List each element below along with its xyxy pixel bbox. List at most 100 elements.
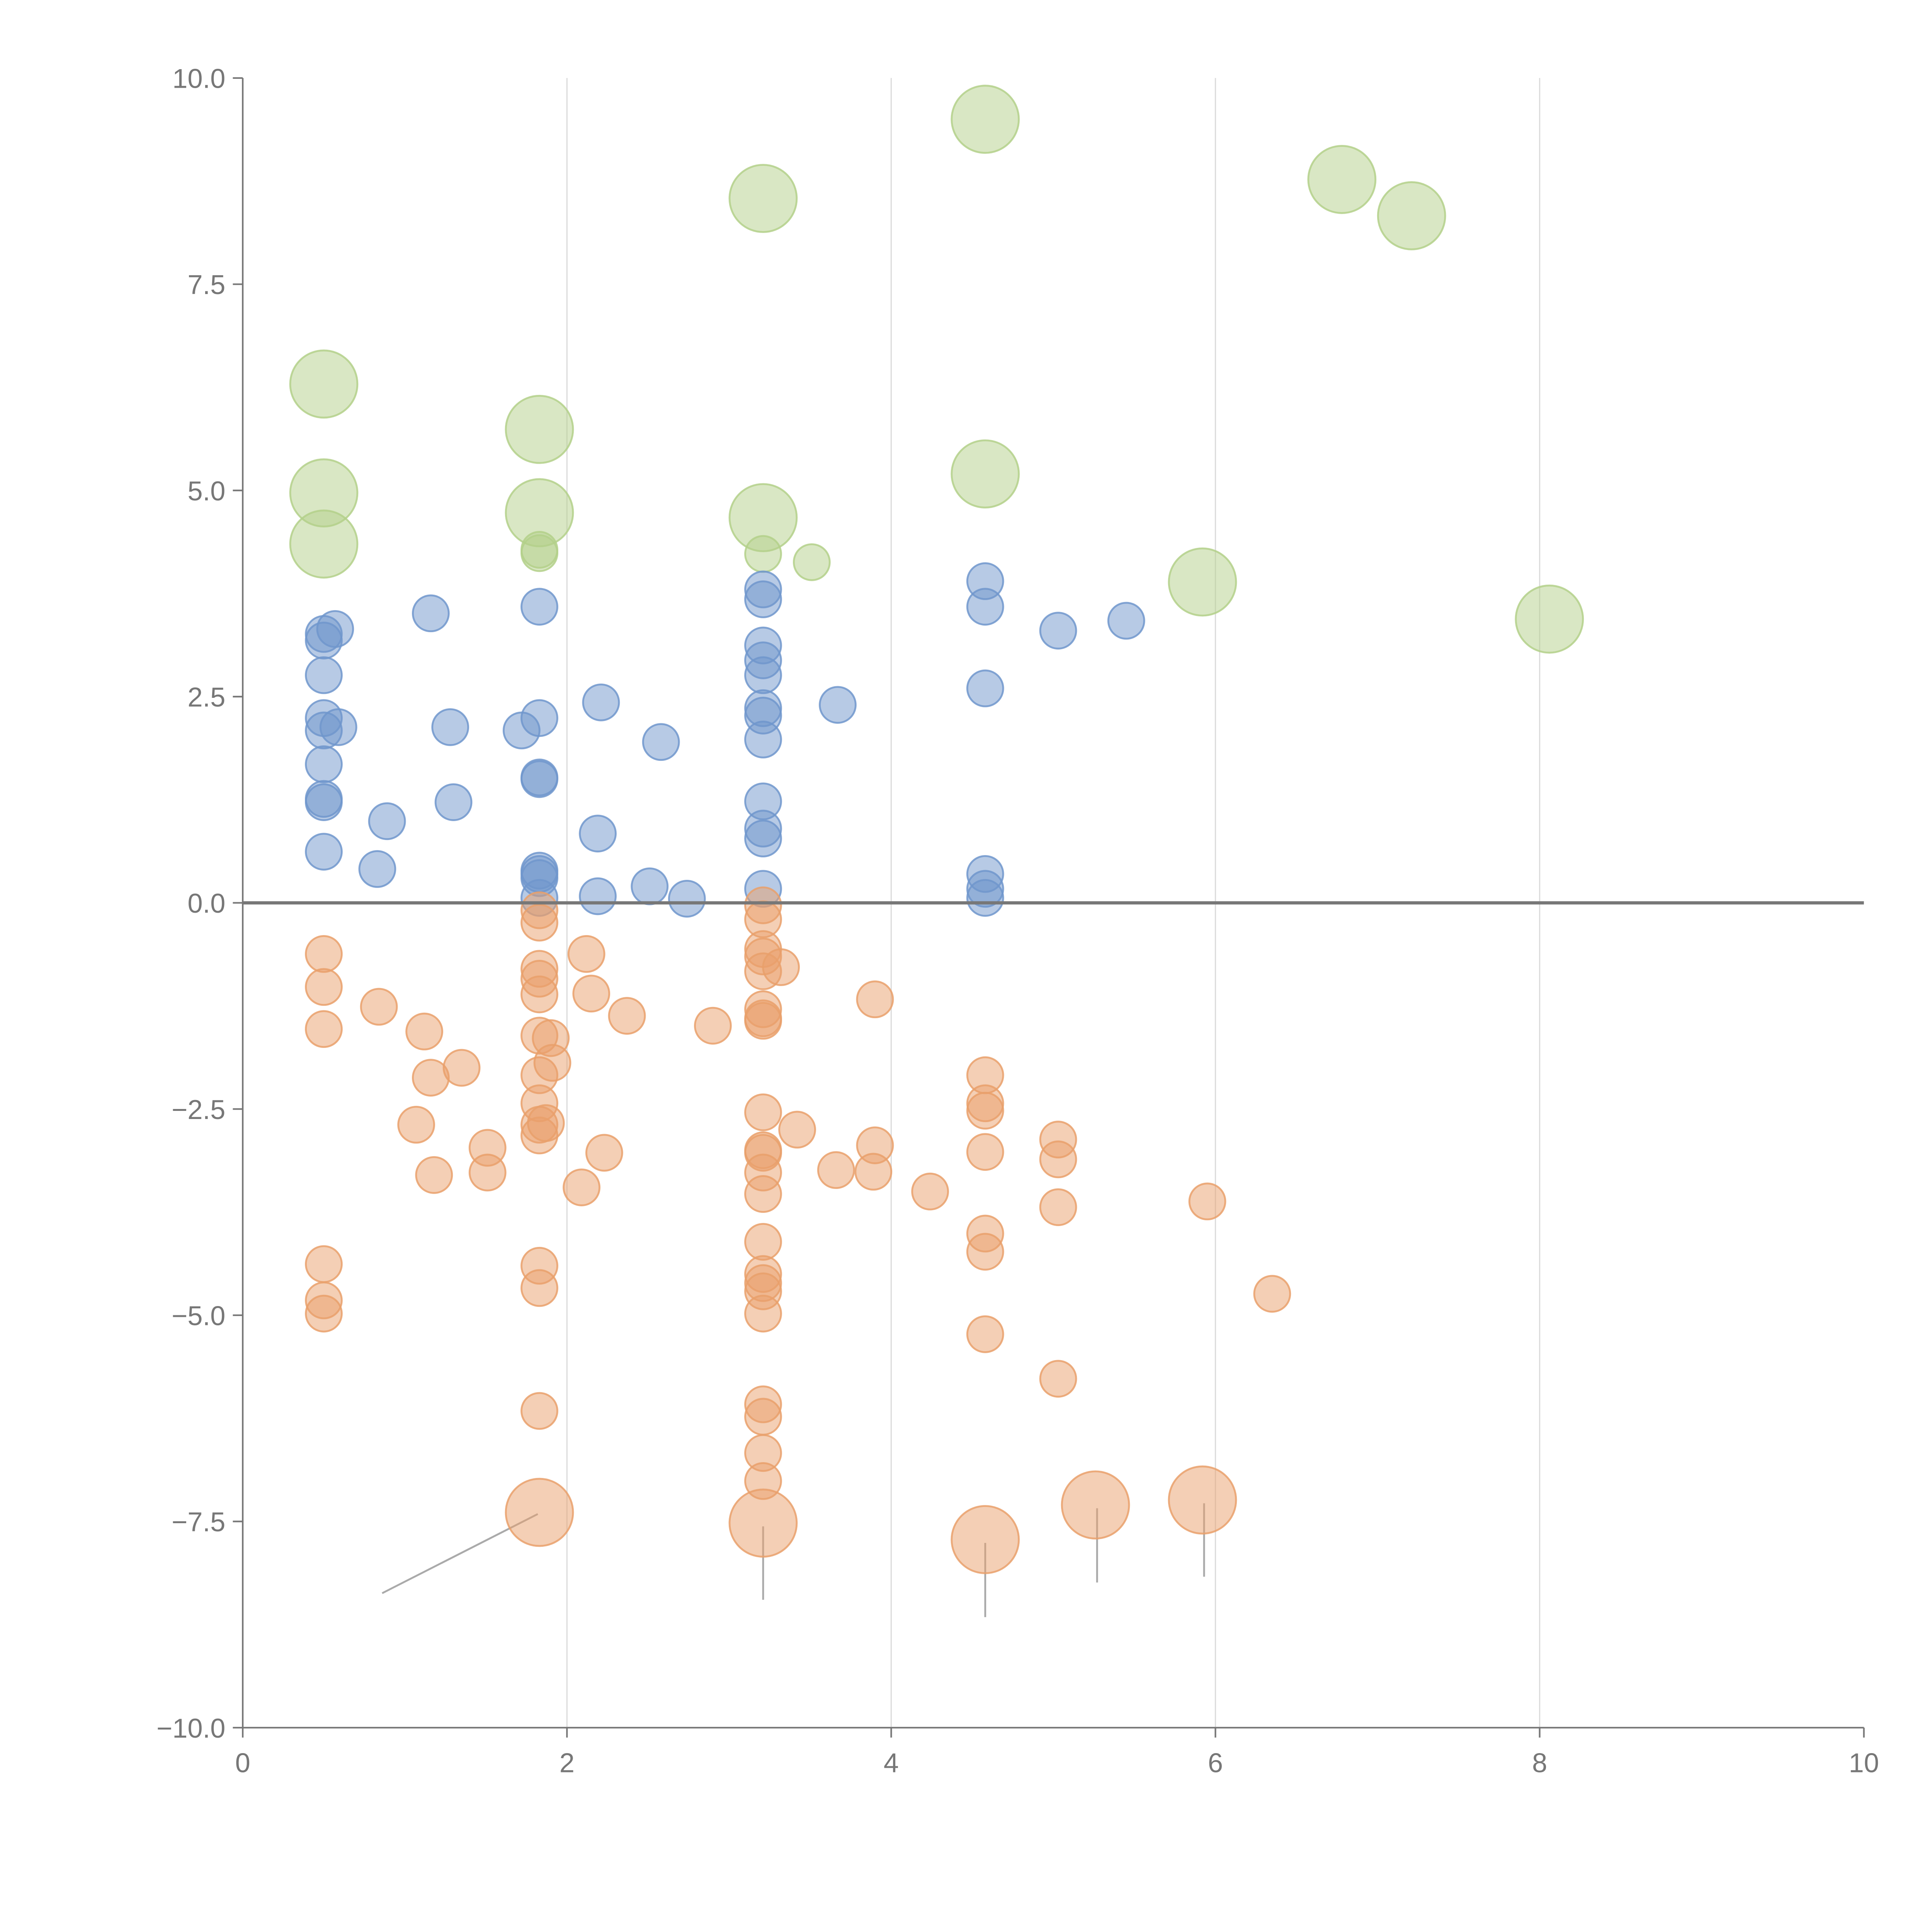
data-point-orange [505, 1478, 574, 1547]
data-point-orange [608, 997, 646, 1035]
data-point-green [1168, 547, 1237, 617]
data-point-orange [1039, 1188, 1077, 1226]
data-point-orange [1168, 1465, 1237, 1535]
y-tick-label: 7.5 [187, 269, 225, 300]
data-point-orange [527, 1104, 565, 1142]
data-point-orange [744, 1002, 782, 1040]
data-point-blue [744, 820, 782, 857]
data-point-blue [819, 686, 857, 724]
x-tick-label: 6 [1208, 1748, 1223, 1778]
data-point-blue [579, 877, 617, 915]
data-point-blue [966, 588, 1004, 626]
data-point-blue [305, 745, 343, 783]
data-point-blue [520, 760, 558, 798]
data-point-orange [728, 1488, 798, 1558]
data-point-blue [631, 867, 669, 905]
data-point-blue [305, 833, 343, 871]
data-point-orange [1253, 1275, 1291, 1313]
y-tick-label: −5.0 [172, 1300, 225, 1331]
data-point-orange [397, 1105, 435, 1144]
x-tick-label: 8 [1532, 1748, 1547, 1778]
data-point-orange [563, 1168, 600, 1206]
data-point-blue [579, 815, 617, 853]
data-points [289, 85, 1584, 1574]
y-tick-label: −2.5 [172, 1094, 225, 1125]
data-point-blue [966, 879, 1004, 917]
y-tick-label: −7.5 [172, 1507, 225, 1537]
series-green [289, 85, 1584, 654]
data-point-green [744, 535, 782, 573]
data-point-orange [744, 1093, 782, 1131]
data-point-green [520, 534, 558, 572]
y-tick-label: −10.0 [156, 1713, 225, 1743]
data-point-orange [520, 1392, 558, 1430]
data-point-orange [305, 1294, 343, 1333]
data-point-orange [1188, 1182, 1226, 1221]
data-point-blue [744, 656, 782, 694]
data-point-green [289, 509, 359, 579]
data-point-orange [533, 1044, 571, 1082]
data-point-orange [744, 1398, 782, 1436]
data-point-orange [1061, 1470, 1130, 1540]
data-point-orange [854, 1153, 893, 1191]
series-blue [305, 562, 1145, 918]
data-point-blue [305, 656, 343, 694]
y-tick-label: 2.5 [187, 682, 225, 713]
data-point-green [1377, 181, 1446, 250]
data-point-green [793, 543, 831, 581]
data-point-orange [817, 1151, 855, 1189]
axes: 0 2 4 6 8 10 10.0 7.5 5.0 2.5 0.0 −2.5 −5.0 −7.5 −10.0 [156, 63, 1879, 1778]
data-point-blue [1039, 612, 1077, 650]
data-point-orange [744, 1223, 782, 1261]
data-point-orange [694, 1007, 732, 1045]
data-point-orange [520, 975, 558, 1014]
data-point-orange [951, 1505, 1020, 1574]
data-point-blue [668, 879, 706, 918]
data-point-orange [520, 1269, 558, 1307]
data-point-orange [1039, 1360, 1077, 1398]
y-tick-label: 5.0 [187, 476, 225, 506]
data-point-orange [1039, 1140, 1077, 1179]
data-point-orange [442, 1049, 481, 1087]
data-point-blue [520, 588, 558, 626]
y-tick-label: 10.0 [172, 63, 225, 94]
data-point-blue [358, 850, 396, 888]
data-point-orange [360, 988, 398, 1026]
data-point-orange [744, 1175, 782, 1213]
data-point-green [1307, 145, 1377, 214]
data-point-orange [468, 1153, 507, 1192]
data-point-blue [502, 711, 541, 750]
y-tick-label: 0.0 [187, 888, 225, 918]
data-point-blue [412, 594, 450, 633]
data-point-orange [966, 1092, 1004, 1130]
data-point-blue [305, 783, 343, 821]
data-point-orange [966, 1233, 1004, 1271]
data-point-green [728, 164, 798, 233]
data-point-blue [319, 708, 357, 746]
data-point-blue [316, 610, 354, 648]
data-point-green [289, 349, 359, 419]
data-point-orange [567, 935, 605, 973]
data-point-orange [572, 975, 611, 1013]
data-point-orange [585, 1134, 623, 1172]
data-point-orange [966, 1315, 1004, 1353]
data-point-orange [762, 948, 800, 986]
data-point-orange [405, 1012, 443, 1051]
data-point-orange [305, 968, 343, 1006]
data-point-green [951, 439, 1020, 509]
data-point-orange [744, 1294, 782, 1333]
data-point-orange [415, 1156, 453, 1194]
x-tick-label: 0 [235, 1748, 250, 1778]
data-point-orange [305, 935, 343, 973]
data-point-orange [778, 1111, 816, 1149]
data-point-blue [966, 669, 1004, 707]
x-tick-label: 4 [884, 1748, 899, 1778]
data-point-orange [911, 1172, 949, 1211]
data-point-orange [856, 980, 894, 1019]
data-point-orange [520, 903, 558, 942]
data-point-green [951, 85, 1020, 154]
data-point-orange [305, 1010, 343, 1048]
data-point-green [1515, 584, 1584, 654]
data-point-blue [642, 723, 680, 761]
